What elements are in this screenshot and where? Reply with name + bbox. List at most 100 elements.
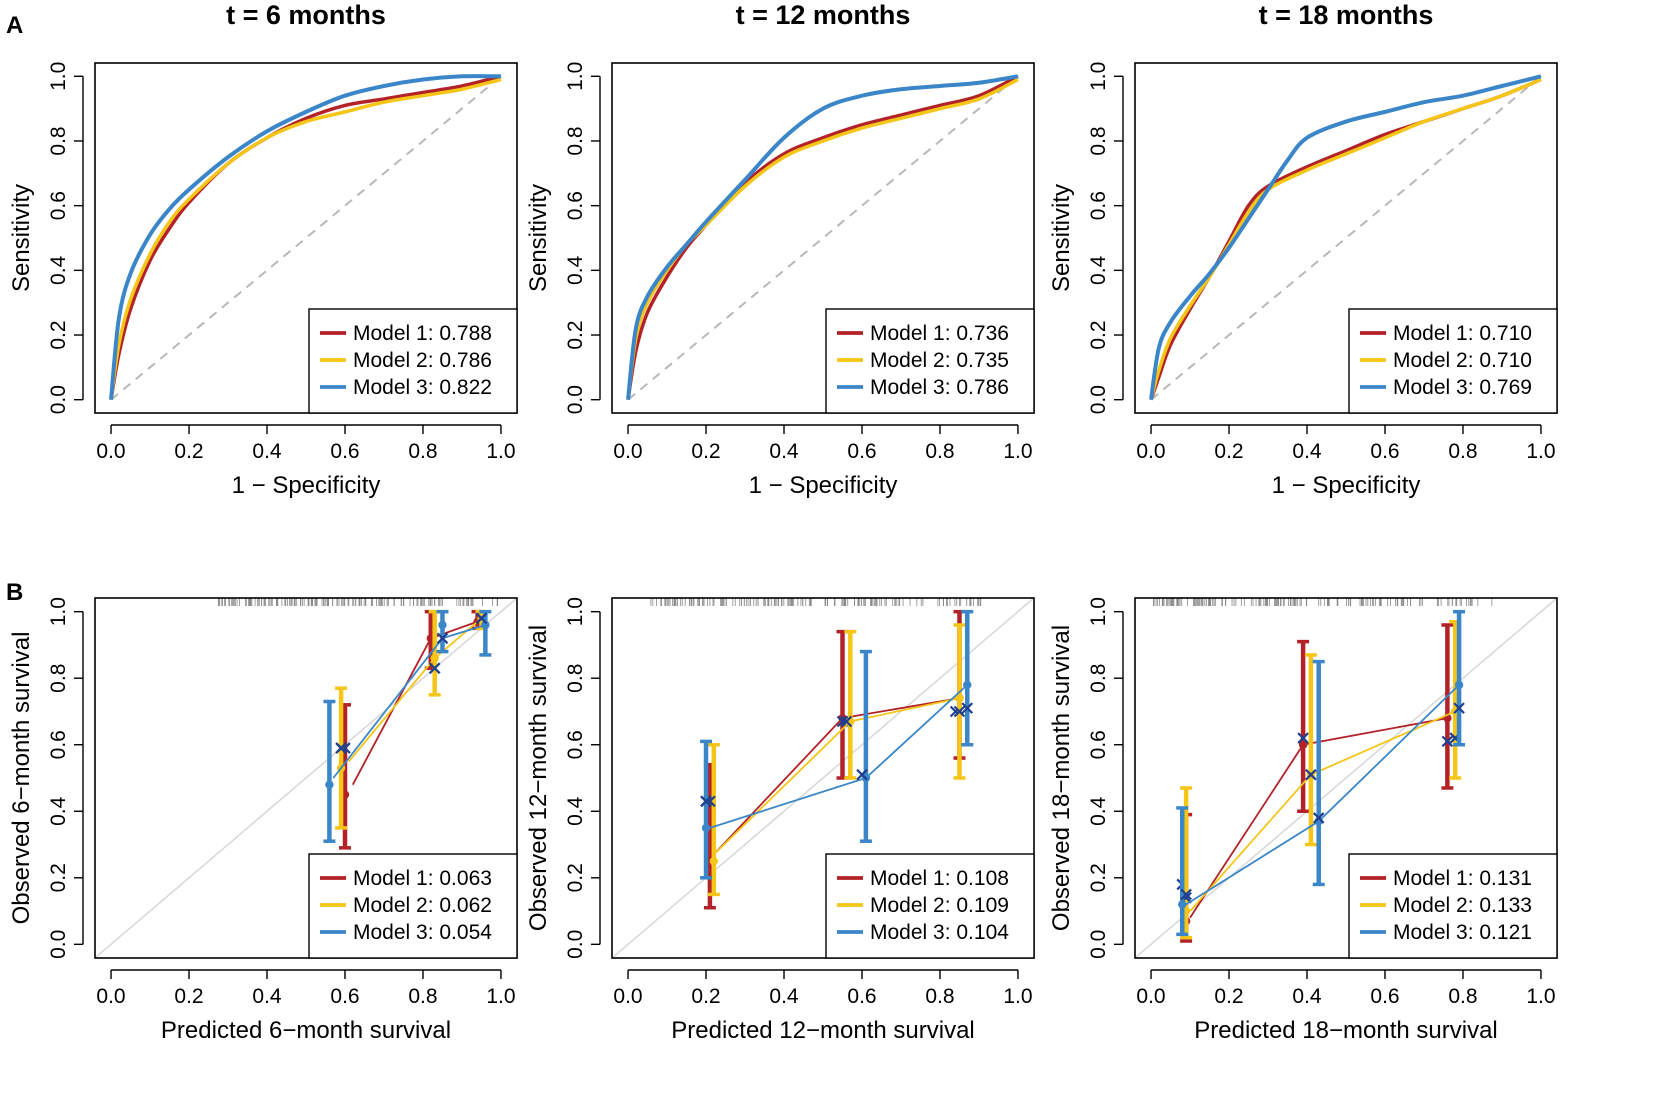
y-axis-label: Observed 12−month survival [525, 625, 552, 931]
roc-curve [626, 74, 1019, 400]
x-axis-label: 1 − Specificity [232, 472, 381, 499]
x-tick-label: 0.2 [1214, 440, 1243, 463]
km-marker [475, 612, 488, 625]
chart-title: t = 18 months [1259, 0, 1434, 30]
series-model-1 [338, 609, 488, 850]
reference-diagonal [110, 75, 502, 401]
x-tick-label: 1.0 [486, 985, 515, 1008]
y-tick-label: 0.2 [47, 320, 70, 349]
y-tick-label: 0.2 [1087, 863, 1110, 892]
legend-entry: Model 2: 0.133 [1393, 894, 1532, 917]
y-tick-label: 0.8 [564, 126, 587, 155]
plot-frame [1134, 62, 1558, 414]
plot-frame [94, 62, 518, 414]
legend-entry: Model 1: 0.063 [353, 867, 492, 890]
y-tick-label: 0.2 [1087, 320, 1110, 349]
x-tick-label: 1.0 [1003, 985, 1032, 1008]
x-tick-label: 0.0 [96, 440, 125, 463]
km-marker [436, 632, 449, 645]
legend: Model 1: 0.736 Model 2: 0.735 Model 3: 0.7… [825, 308, 1035, 414]
y-tick-label: 0.2 [564, 320, 587, 349]
charts-group: t = 6 months 0.0 0.2 0.4 0.6 0.8 1.0 1 − Specif… [8, 0, 1558, 1044]
observed-point [1178, 900, 1187, 909]
km-marker [1441, 735, 1454, 748]
plot-frame [1134, 597, 1558, 959]
rug-ticks [1152, 598, 1493, 606]
x-tick-label: 0.8 [925, 440, 954, 463]
legend: Model 1: 0.108 Model 2: 0.109 Model 3: 0.1… [825, 853, 1035, 959]
km-marker [1297, 732, 1309, 744]
x-tick-label: 0.2 [691, 440, 720, 463]
series-model-3 [1149, 74, 1542, 400]
y-tick-label: 0.4 [47, 255, 70, 285]
x-tick-label: 0.0 [613, 440, 642, 463]
y-tick-label: 1.0 [47, 597, 70, 626]
x-tick-label: 0.8 [1448, 440, 1477, 463]
y-tick-label: 0.0 [47, 385, 70, 414]
y-tick-label: 0.4 [564, 255, 587, 285]
observed-point [325, 780, 334, 789]
x-axis-label: Predicted 12−month survival [671, 1017, 975, 1044]
x-tick-label: 0.6 [1370, 440, 1399, 463]
series-model-3 [700, 609, 974, 880]
reference-diagonal [1150, 75, 1542, 401]
observed-point [1298, 740, 1308, 749]
legend: Model 1: 0.710 Model 2: 0.710 Model 3: 0.7… [1348, 308, 1558, 414]
y-axis-label: Sensitivity [8, 184, 35, 292]
observed-point [963, 680, 972, 690]
legend-entry: Model 1: 0.131 [1393, 867, 1532, 890]
legend-entry: Model 1: 0.108 [870, 867, 1009, 890]
y-tick-label: 0.0 [1087, 385, 1110, 414]
x-tick-label: 0.8 [1448, 985, 1477, 1008]
x-axis-label: 1 − Specificity [749, 472, 898, 499]
series-model-2 [335, 609, 488, 830]
roc-curve [109, 77, 502, 400]
km-marker [856, 768, 868, 781]
km-marker [840, 715, 853, 728]
series-model-3 [323, 609, 492, 843]
observed-point [1454, 680, 1464, 690]
x-tick-label: 0.8 [408, 985, 437, 1008]
x-axis-label: Predicted 18−month survival [1194, 1017, 1498, 1044]
km-marker [335, 742, 347, 754]
chart-roc12: t = 12 months 0.0 0.2 0.4 0.6 0.8 1.0 1 − Speci… [525, 0, 1035, 499]
km-marker [428, 662, 441, 675]
legend-entry: Model 3: 0.769 [1393, 376, 1532, 399]
x-tick-label: 0.4 [769, 985, 799, 1008]
series-model-2 [109, 77, 502, 400]
series-model-2 [704, 623, 966, 897]
y-tick-label: 0.8 [47, 126, 70, 155]
legend-entry: Model 3: 0.822 [353, 376, 492, 399]
x-tick-label: 0.8 [925, 985, 954, 1008]
x-tick-label: 1.0 [486, 440, 515, 463]
y-axis-label: Observed 18−month survival [1048, 625, 1075, 931]
km-marker [836, 715, 849, 728]
y-tick-label: 1.0 [564, 62, 587, 91]
series-model-2 [1180, 619, 1462, 940]
reference-diagonal [611, 597, 1035, 959]
x-tick-label: 0.4 [1292, 985, 1322, 1008]
panel-label-a: A [6, 12, 23, 39]
y-tick-label: 0.4 [1087, 255, 1110, 285]
legend-entry: Model 3: 0.104 [870, 921, 1009, 944]
rug-ticks [218, 598, 499, 606]
x-tick-label: 0.2 [1214, 985, 1243, 1008]
y-tick-label: 0.4 [1087, 796, 1110, 826]
legend-entry: Model 3: 0.786 [870, 376, 1009, 399]
y-tick-label: 0.6 [47, 191, 70, 220]
legend: Model 1: 0.063 Model 2: 0.062 Model 3: 0.0… [308, 853, 518, 959]
reference-diagonal [1134, 597, 1558, 959]
chart-title: t = 6 months [226, 0, 386, 30]
x-tick-label: 0.2 [174, 440, 203, 463]
y-tick-label: 0.2 [564, 863, 587, 892]
km-marker [1312, 812, 1325, 824]
y-tick-label: 0.8 [1087, 664, 1110, 693]
series-model-3 [109, 74, 501, 400]
y-tick-label: 0.8 [47, 664, 70, 693]
y-tick-label: 0.6 [47, 730, 70, 759]
plot-frame [94, 597, 518, 959]
y-tick-label: 0.0 [47, 930, 70, 959]
x-tick-label: 0.6 [847, 985, 876, 1008]
y-tick-label: 0.6 [564, 730, 587, 759]
